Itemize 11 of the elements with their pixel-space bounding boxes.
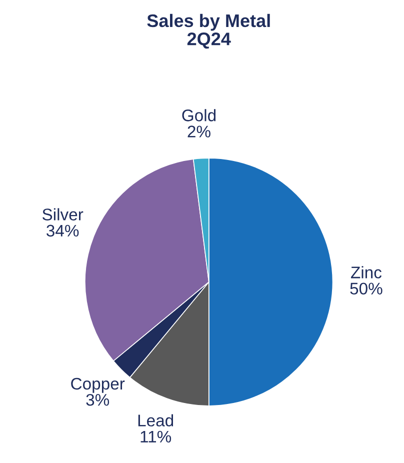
slice-label: Zinc	[351, 266, 382, 278]
data-label: 50%	[350, 282, 382, 295]
slice-label: Silver	[42, 208, 84, 220]
slice-label: Lead	[138, 414, 174, 426]
data-label: 2%	[188, 126, 210, 138]
slice-label: Copper	[71, 378, 125, 393]
data-label: 3%	[86, 394, 110, 406]
data-label: 11%	[140, 430, 172, 443]
slice-label: Gold	[182, 109, 216, 122]
data-label: 34%	[46, 224, 79, 237]
chart-title: Sales by Metal 2Q24	[147, 14, 270, 49]
